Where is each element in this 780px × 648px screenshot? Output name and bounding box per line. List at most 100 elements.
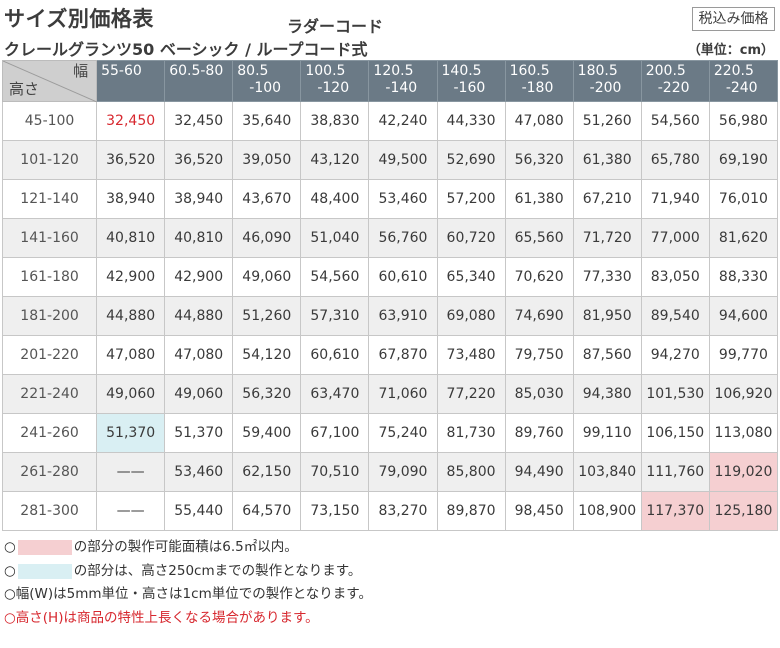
price-cell: 89,540 xyxy=(640,296,710,336)
price-cell: 106,920 xyxy=(708,374,779,414)
price-cell: 47,080 xyxy=(504,101,574,141)
price-cell: 106,150 xyxy=(640,413,710,453)
price-cell: 65,340 xyxy=(436,257,506,297)
row-height-label: 121-140 xyxy=(1,179,98,219)
table-header-row: 幅 高さ 55-60 60.5-80 80.5 -100 100.5 -120 12… xyxy=(1,60,779,102)
price-cell: 71,060 xyxy=(368,374,438,414)
price-cell: 40,810 xyxy=(164,218,234,258)
price-cell: 44,880 xyxy=(96,296,166,336)
price-cell: 77,330 xyxy=(572,257,642,297)
price-cell: 56,320 xyxy=(504,140,574,180)
corner-cell: 幅 高さ xyxy=(1,60,98,102)
price-cell: 71,940 xyxy=(640,179,710,219)
price-cell: 67,210 xyxy=(572,179,642,219)
price-cell: 51,370 xyxy=(96,413,166,453)
price-cell: 111,760 xyxy=(640,452,710,492)
price-cell: 38,830 xyxy=(300,101,370,141)
price-cell: 94,380 xyxy=(572,374,642,414)
table-row: 121-140 38,940 38,940 43,670 48,400 53,460 57,… xyxy=(1,179,779,219)
price-cell: 44,880 xyxy=(164,296,234,336)
price-table: 幅 高さ 55-60 60.5-80 80.5 -100 100.5 -120 12… xyxy=(1,60,779,531)
note-units: ○幅(W)は5mm単位・高さは1cm単位での製作となります。 xyxy=(4,586,372,602)
price-cell: 85,030 xyxy=(504,374,574,414)
table-row: 181-200 44,880 44,880 51,260 57,310 63,910 69,… xyxy=(1,296,779,336)
price-cell: 40,810 xyxy=(96,218,166,258)
price-cell: 51,040 xyxy=(300,218,370,258)
price-cell: 62,150 xyxy=(232,452,302,492)
price-cell: 113,080 xyxy=(708,413,779,453)
price-cell: 42,240 xyxy=(368,101,438,141)
price-cell: 94,600 xyxy=(708,296,779,336)
price-cell: 75,240 xyxy=(368,413,438,453)
price-cell: 67,870 xyxy=(368,335,438,375)
column-header: 220.5 -240 xyxy=(708,60,779,102)
column-header: 55-60 xyxy=(96,60,166,102)
price-cell: 49,060 xyxy=(232,257,302,297)
page-title: サイズ別価格表 xyxy=(4,7,154,31)
table-row: 161-180 42,900 42,900 49,060 54,560 60,610 65,… xyxy=(1,257,779,297)
price-cell: 48,400 xyxy=(300,179,370,219)
price-cell: 61,380 xyxy=(572,140,642,180)
price-cell: 87,560 xyxy=(572,335,642,375)
table-row: 221-240 49,060 49,060 56,320 63,470 71,060 77,… xyxy=(1,374,779,414)
price-cell: 57,310 xyxy=(300,296,370,336)
height-axis-label: 高さ xyxy=(9,80,40,98)
ladder-cord-label: ラダーコード xyxy=(287,17,384,36)
price-cell: 64,570 xyxy=(232,491,302,531)
price-cell: 99,110 xyxy=(572,413,642,453)
price-cell: 47,080 xyxy=(164,335,234,375)
price-cell: 53,460 xyxy=(164,452,234,492)
price-cell: 103,840 xyxy=(572,452,642,492)
price-cell: —— xyxy=(96,452,166,492)
tax-included-badge: 税込み価格 xyxy=(692,7,775,31)
price-cell: 71,720 xyxy=(572,218,642,258)
price-cell: 94,490 xyxy=(504,452,574,492)
column-header: 140.5 -160 xyxy=(436,60,506,102)
diagonal-line xyxy=(3,61,97,102)
price-cell: 63,470 xyxy=(300,374,370,414)
price-cell: 36,520 xyxy=(164,140,234,180)
price-cell: 60,720 xyxy=(436,218,506,258)
price-cell: 54,120 xyxy=(232,335,302,375)
price-cell: 99,770 xyxy=(708,335,779,375)
table-row: 141-160 40,810 40,810 46,090 51,040 56,760 60,… xyxy=(1,218,779,258)
price-cell: 60,610 xyxy=(300,335,370,375)
column-header: 160.5 -180 xyxy=(504,60,574,102)
price-cell: 56,760 xyxy=(368,218,438,258)
price-cell: 60,610 xyxy=(368,257,438,297)
price-cell: 85,800 xyxy=(436,452,506,492)
notes-section: ○ の部分の製作可能面積は6.5㎡以内。 ○ の部分は、高さ250cmまでの製作とな… xyxy=(4,536,372,630)
column-header: 100.5 -120 xyxy=(300,60,370,102)
row-height-label: 161-180 xyxy=(1,257,98,297)
table-row: 45-100 32,450 32,450 35,640 38,830 42,240 44,3… xyxy=(1,101,779,141)
price-cell: 32,450 xyxy=(164,101,234,141)
price-cell: 119,020 xyxy=(708,452,779,492)
price-cell: 83,050 xyxy=(640,257,710,297)
table-row: 101-120 36,520 36,520 39,050 43,120 49,500 52,… xyxy=(1,140,779,180)
price-cell: 125,180 xyxy=(708,491,779,531)
price-cell: 56,320 xyxy=(232,374,302,414)
price-cell: 88,330 xyxy=(708,257,779,297)
price-cell: 65,780 xyxy=(640,140,710,180)
price-cell: 89,760 xyxy=(504,413,574,453)
price-cell: 54,560 xyxy=(640,101,710,141)
column-header: 60.5-80 xyxy=(164,60,234,102)
price-cell: 94,270 xyxy=(640,335,710,375)
price-cell: 32,450 xyxy=(96,101,166,141)
row-height-label: 101-120 xyxy=(1,140,98,180)
price-cell: 57,200 xyxy=(436,179,506,219)
price-cell: 89,870 xyxy=(436,491,506,531)
table-row: 241-260 51,370 51,370 59,400 67,100 75,240 81,… xyxy=(1,413,779,453)
price-cell: —— xyxy=(96,491,166,531)
price-cell: 39,050 xyxy=(232,140,302,180)
product-name: クレールグランツ50 ベーシック / ループコード式 xyxy=(4,40,368,59)
price-cell: 79,750 xyxy=(504,335,574,375)
price-cell: 76,010 xyxy=(708,179,779,219)
price-cell: 108,900 xyxy=(572,491,642,531)
price-cell: 81,950 xyxy=(572,296,642,336)
price-cell: 81,620 xyxy=(708,218,779,258)
price-cell: 51,260 xyxy=(232,296,302,336)
price-cell: 73,150 xyxy=(300,491,370,531)
price-cell: 47,080 xyxy=(96,335,166,375)
price-cell: 73,480 xyxy=(436,335,506,375)
